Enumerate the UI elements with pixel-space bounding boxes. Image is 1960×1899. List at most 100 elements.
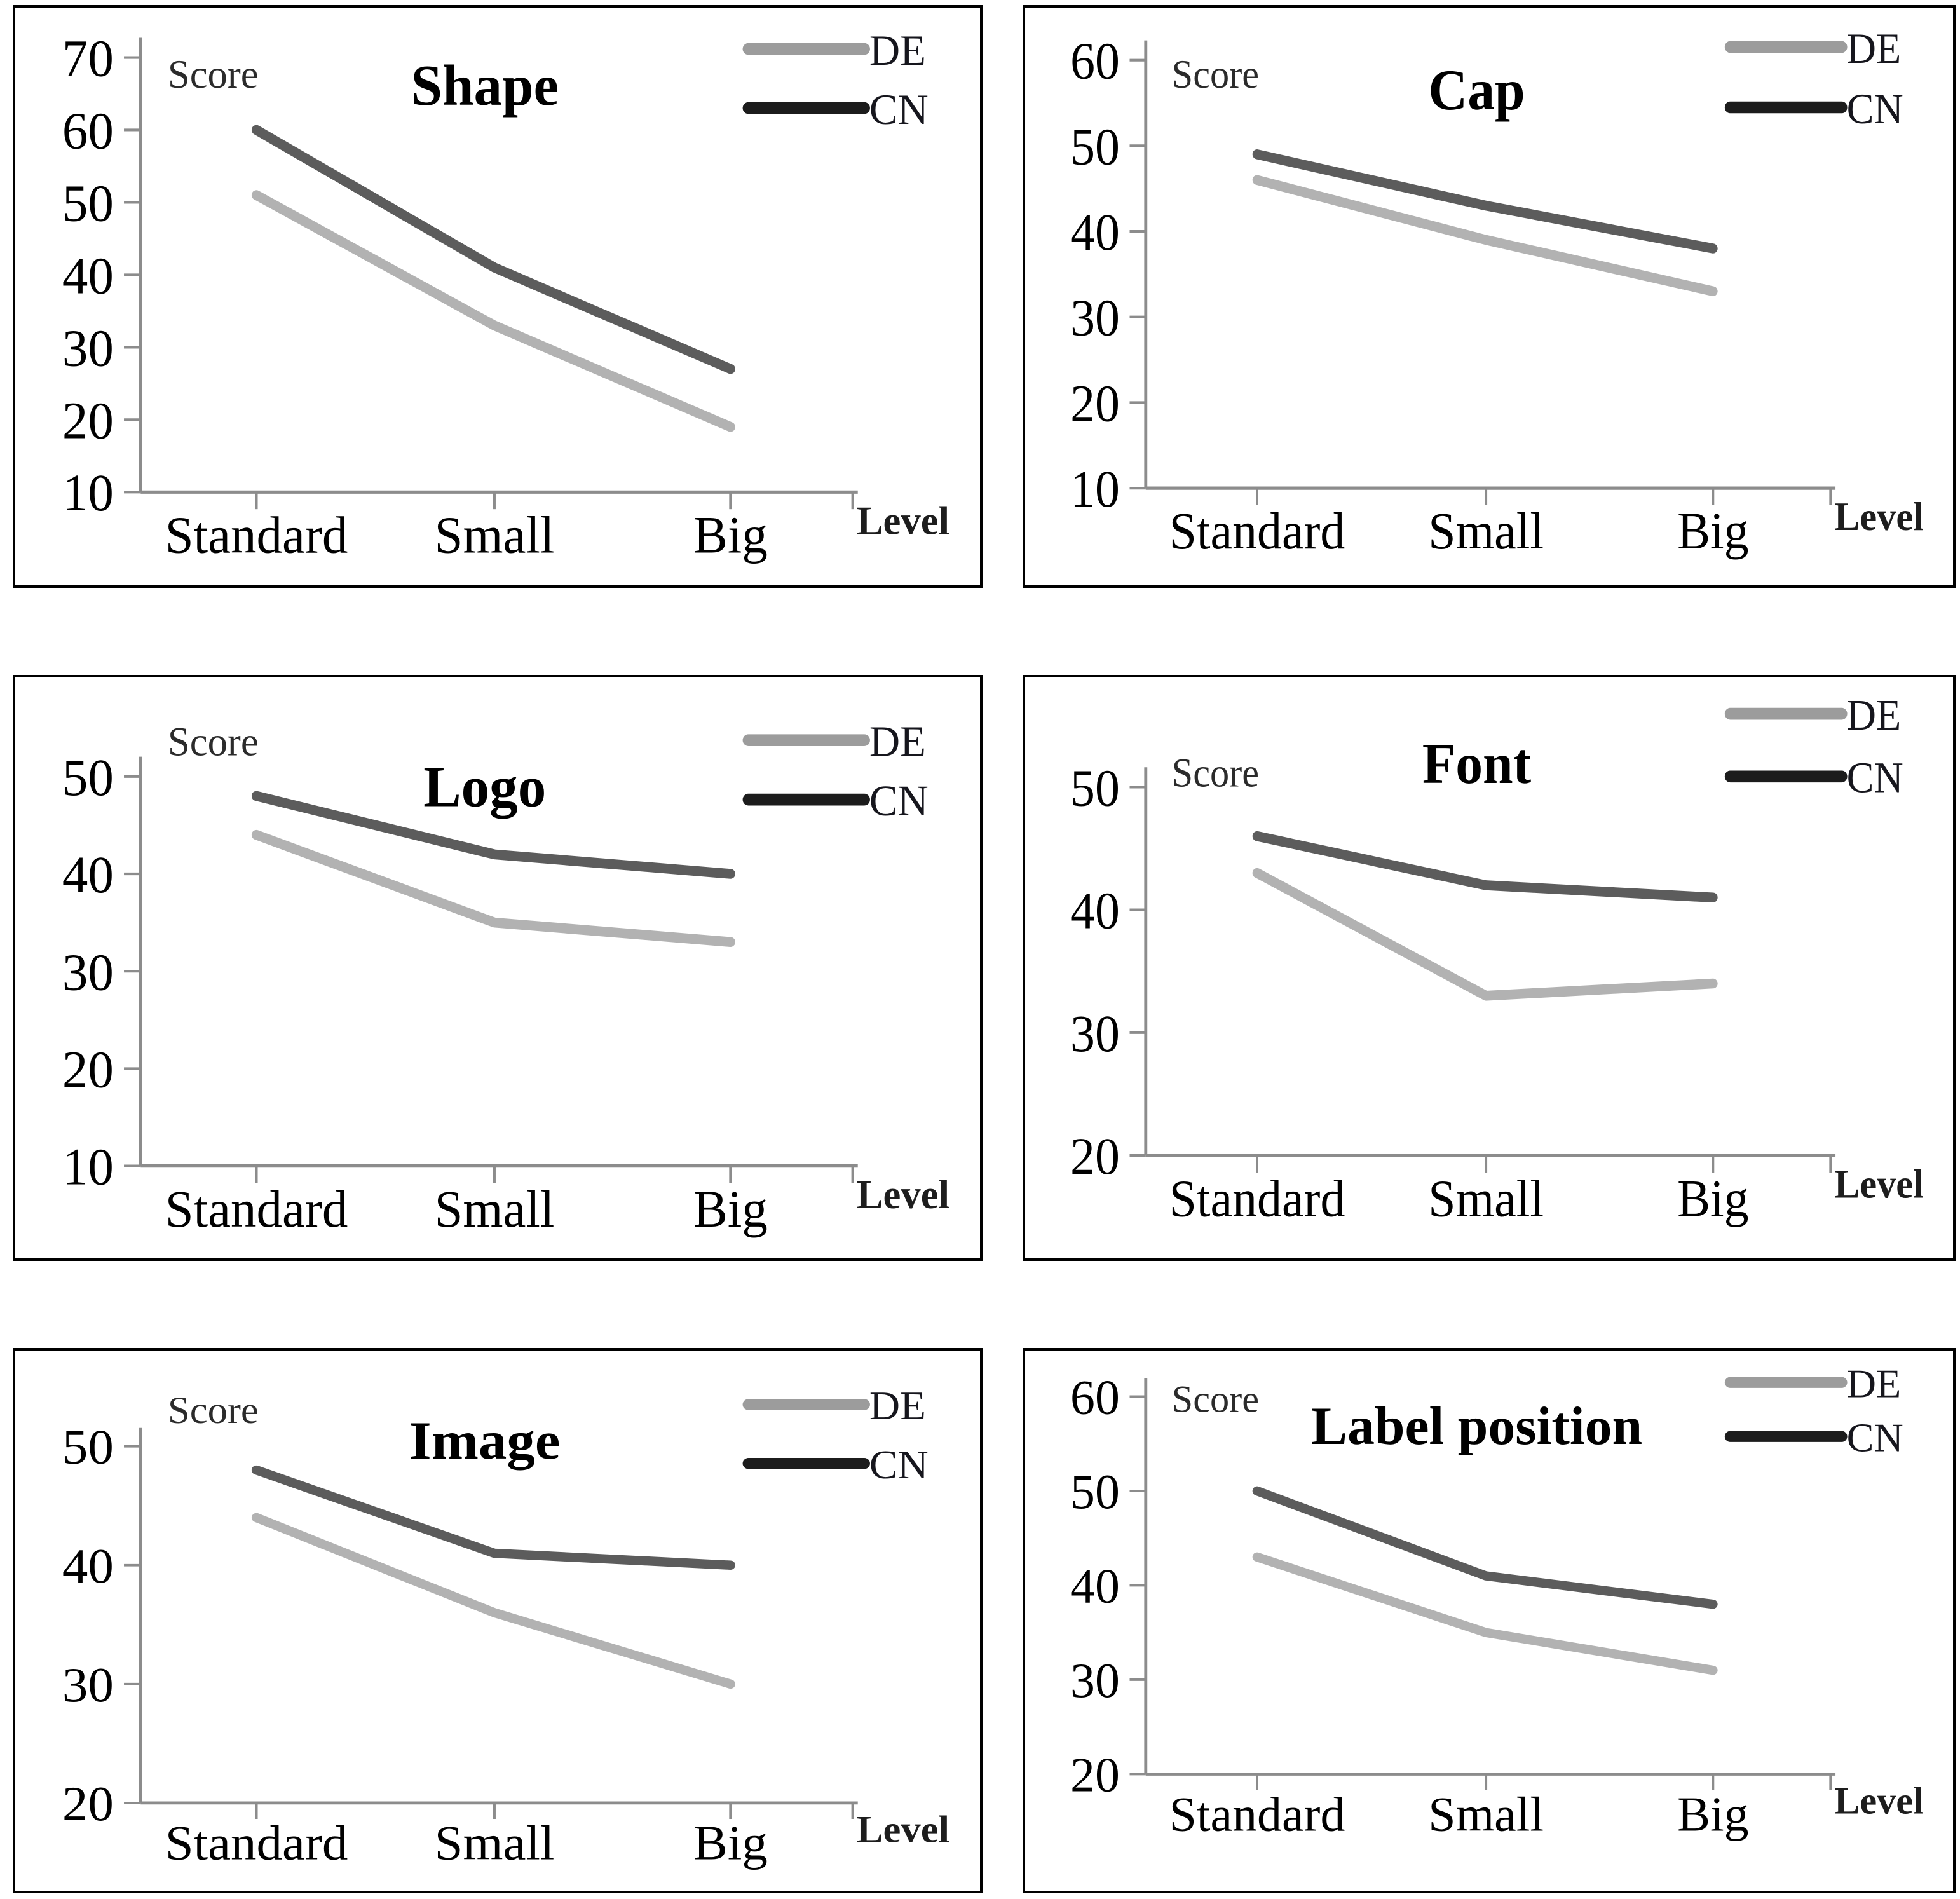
legend-label-de: DE [1847, 1361, 1902, 1406]
score-axis-label: Score [168, 1389, 259, 1431]
series-line-de [1252, 868, 1718, 1001]
x-category-label: Small [434, 1180, 554, 1238]
chart-1: 60 50 40 30 20 10 Standard Small Big Score Level Ca… [1070, 25, 1924, 561]
y-tick-label: 40 [1070, 203, 1120, 262]
y-tick-label: 20 [1070, 1748, 1120, 1802]
y-tick-label: 50 [62, 1420, 114, 1474]
chart-panel-cap: 60 50 40 30 20 10 Standard Small Big Score Level Ca… [1023, 5, 1956, 588]
y-tick-label: 20 [1070, 1127, 1120, 1186]
score-axis-label: Score [168, 719, 259, 765]
legend-label-cn: CN [869, 777, 929, 825]
level-axis-label: Level [857, 1809, 949, 1851]
series-line-cn [1252, 1486, 1718, 1609]
y-tick-label: 20 [62, 1040, 114, 1099]
y-tick-label: 40 [62, 845, 114, 904]
chart-title: Shape [411, 54, 559, 118]
series-line-de [251, 829, 735, 948]
series-line-cn [251, 125, 735, 374]
chart-5: 60 50 40 30 20 Standard Small Big Score Level Labe… [1070, 1361, 1924, 1842]
y-tick-label: 60 [1070, 1370, 1120, 1425]
y-tick-label: 20 [1070, 374, 1120, 433]
x-category-label: Standard [1169, 1169, 1345, 1228]
chart-title: Font [1422, 732, 1532, 796]
chart-panel-font: 50 40 30 20 Standard Small Big Score Level Font DE… [1023, 675, 1956, 1261]
y-tick-label: 40 [1070, 881, 1120, 940]
score-axis-label: Score [168, 51, 259, 97]
level-axis-label: Level [857, 1171, 949, 1217]
x-category-label: Small [1428, 502, 1544, 561]
chart-panel-shape: 70 60 50 40 30 20 10 Standard Small Big Score Level… [13, 5, 983, 588]
series-line-cn [1252, 149, 1718, 254]
series-line-cn [251, 791, 735, 879]
chart-panel-image: 50 40 30 20 Standard Small Big Score Level Image D… [13, 1348, 983, 1893]
y-tick-label: 30 [1070, 1653, 1120, 1708]
series-line-cn [251, 1465, 735, 1570]
x-category-label: Big [693, 506, 768, 564]
x-category-label: Standard [1169, 1787, 1345, 1842]
chart-2: 50 40 30 20 10 Standard Small Big Score Level Logo… [62, 718, 949, 1239]
x-category-label: Big [1677, 1787, 1749, 1842]
x-category-label: Small [1428, 1787, 1544, 1842]
chart-panel-label-position: 60 50 40 30 20 Standard Small Big Score Level Labe… [1023, 1348, 1956, 1893]
legend-label-de: DE [869, 1384, 926, 1429]
y-tick-label: 30 [1070, 1005, 1120, 1063]
y-tick-label: 10 [62, 1138, 114, 1196]
score-axis-label: Score [1172, 1378, 1259, 1421]
series-line-cn [1252, 831, 1718, 903]
x-category-label: Big [1677, 502, 1748, 561]
y-tick-label: 40 [62, 247, 114, 305]
x-category-label: Standard [165, 1180, 348, 1238]
score-axis-label: Score [1172, 751, 1259, 796]
x-category-label: Standard [165, 1816, 348, 1870]
y-tick-label: 20 [62, 391, 114, 450]
x-category-label: Small [434, 506, 554, 564]
level-axis-label: Level [1834, 1780, 1924, 1822]
legend-label-de: DE [1847, 25, 1902, 72]
legend-label-cn: CN [1847, 1415, 1903, 1460]
y-tick-label: 60 [62, 102, 114, 160]
series-line-de [1252, 175, 1718, 297]
chart-3: 50 40 30 20 Standard Small Big Score Level Font DE… [1070, 691, 1924, 1228]
x-category-label: Big [693, 1816, 768, 1870]
chart-panel-logo: 50 40 30 20 10 Standard Small Big Score Level Logo… [13, 675, 983, 1261]
y-tick-label: 30 [62, 943, 114, 1001]
y-tick-label: 50 [1070, 759, 1120, 817]
y-tick-label: 30 [62, 1658, 114, 1713]
y-tick-label: 30 [62, 319, 114, 378]
series-line-de [251, 1513, 735, 1689]
legend-label-cn: CN [1847, 754, 1903, 802]
x-category-label: Big [693, 1180, 768, 1238]
x-category-label: Standard [1169, 502, 1345, 561]
chart-4: 50 40 30 20 Standard Small Big Score Level Image D… [62, 1384, 949, 1871]
level-axis-label: Level [1834, 1162, 1924, 1207]
x-category-label: Small [434, 1816, 554, 1870]
series-line-de [1252, 1552, 1718, 1675]
chart-title: Logo [423, 755, 546, 819]
legend-label-de: DE [869, 26, 926, 74]
legend-label-de: DE [1847, 691, 1902, 739]
y-tick-label: 50 [1070, 1464, 1120, 1519]
y-tick-label: 50 [62, 748, 114, 807]
y-tick-label: 10 [1070, 460, 1120, 519]
x-category-label: Small [1428, 1169, 1544, 1228]
chart-0: 70 60 50 40 30 20 10 Standard Small Big Score Level… [62, 26, 949, 564]
legend-label-cn: CN [1847, 85, 1903, 133]
y-tick-label: 20 [62, 1777, 114, 1832]
score-axis-label: Score [1172, 52, 1259, 97]
level-axis-label: Level [857, 498, 949, 543]
legend-label-cn: CN [869, 1443, 929, 1487]
y-tick-label: 70 [62, 29, 114, 88]
legend-label-de: DE [869, 718, 926, 766]
chart-title: Image [409, 1410, 560, 1471]
series-line-de [251, 190, 735, 432]
chart-title: Label position [1311, 1396, 1642, 1456]
x-category-label: Standard [165, 506, 348, 564]
legend-label-cn: CN [869, 85, 929, 133]
y-tick-label: 40 [62, 1539, 114, 1593]
chart-title: Cap [1428, 58, 1525, 123]
y-tick-label: 10 [62, 463, 114, 522]
y-tick-label: 50 [62, 174, 114, 233]
y-tick-label: 50 [1070, 118, 1120, 176]
y-tick-label: 60 [1070, 32, 1120, 90]
